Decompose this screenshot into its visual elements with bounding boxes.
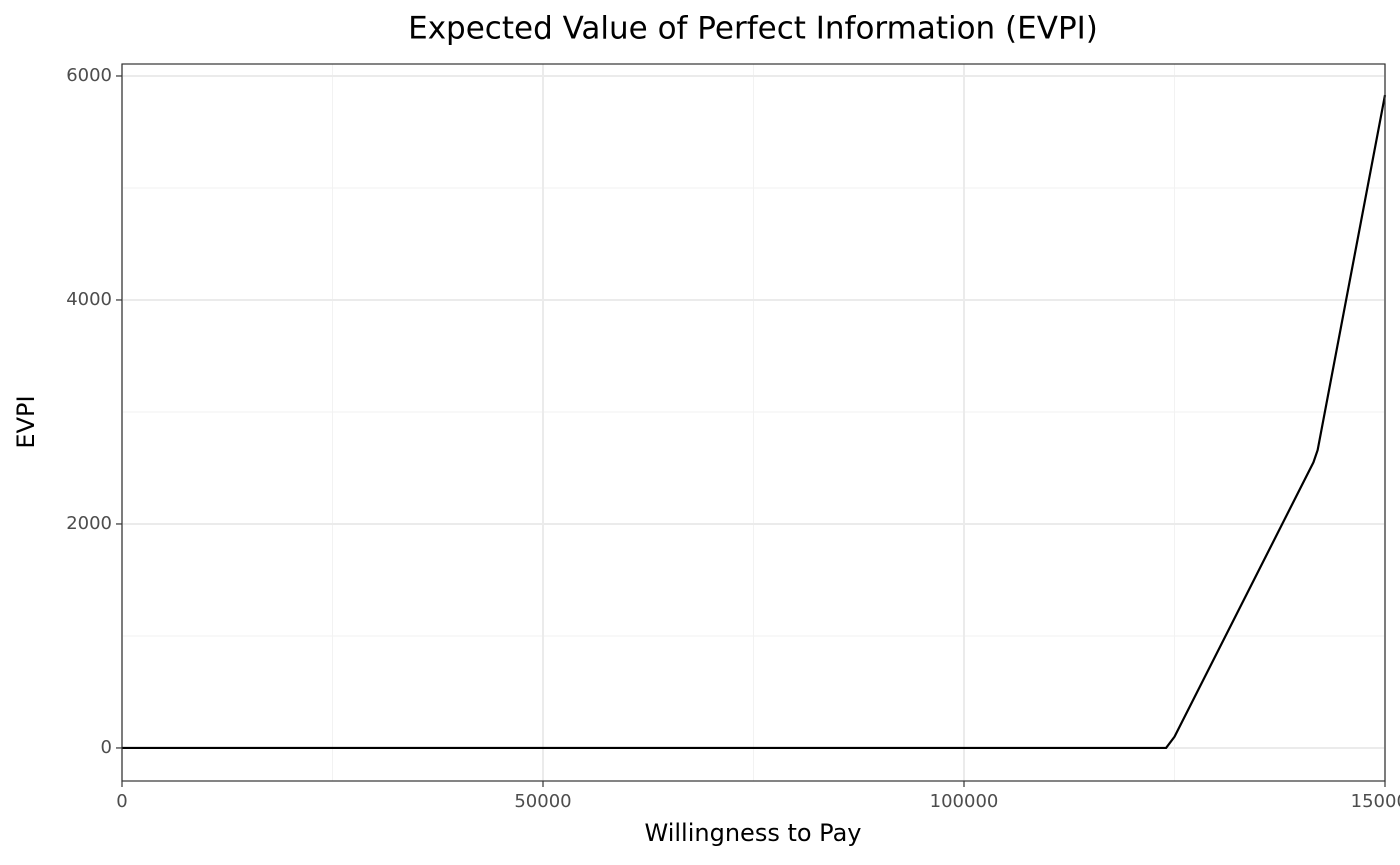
plot-border [121, 63, 1386, 782]
y-axis-title: EVPI [12, 395, 40, 448]
y-tick-label: 2000 [66, 513, 112, 534]
y-tick-label: 4000 [66, 289, 112, 310]
x-tick-label: 150000 [1351, 791, 1400, 812]
chart-title: Expected Value of Perfect Information (E… [408, 11, 1098, 47]
line [122, 94, 1387, 750]
x-axis-title: Willingness to Pay [645, 819, 862, 847]
x-tick-label: 50000 [514, 791, 571, 812]
x-tick-label: 100000 [930, 791, 999, 812]
x-tick-label: 0 [116, 791, 127, 812]
y-tick-label: 0 [101, 737, 112, 758]
y-tick-label: 6000 [66, 65, 112, 86]
